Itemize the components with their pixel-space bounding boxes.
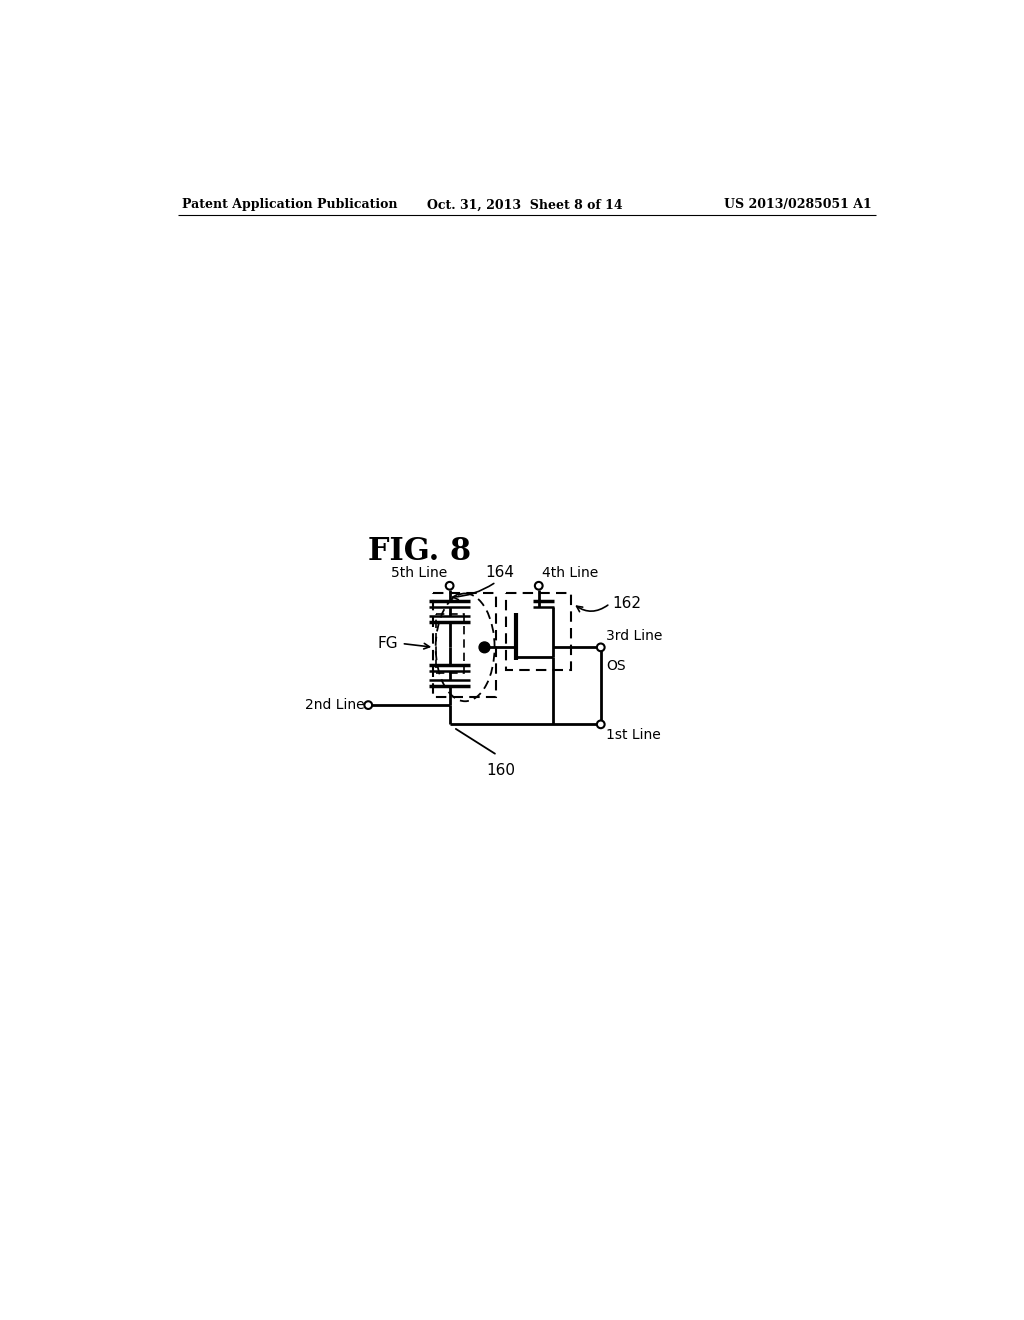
- Text: 2nd Line: 2nd Line: [305, 698, 365, 711]
- Text: Oct. 31, 2013  Sheet 8 of 14: Oct. 31, 2013 Sheet 8 of 14: [427, 198, 623, 211]
- Text: FIG. 8: FIG. 8: [369, 536, 471, 566]
- Circle shape: [535, 582, 543, 590]
- Text: 162: 162: [612, 595, 641, 611]
- Text: 1st Line: 1st Line: [606, 729, 660, 742]
- Text: 5th Line: 5th Line: [391, 566, 447, 581]
- Text: OS: OS: [606, 659, 626, 673]
- Circle shape: [365, 701, 372, 709]
- Text: Patent Application Publication: Patent Application Publication: [182, 198, 397, 211]
- Circle shape: [479, 642, 489, 653]
- Circle shape: [597, 721, 604, 729]
- Text: FG: FG: [377, 636, 397, 651]
- Text: 4th Line: 4th Line: [542, 566, 598, 581]
- Bar: [432, 594, 496, 697]
- Bar: [506, 594, 571, 671]
- Text: 3rd Line: 3rd Line: [606, 628, 663, 643]
- Text: 160: 160: [486, 763, 516, 777]
- Text: 164: 164: [485, 565, 514, 581]
- Circle shape: [597, 644, 604, 651]
- Bar: [435, 614, 464, 673]
- Circle shape: [445, 582, 454, 590]
- Text: US 2013/0285051 A1: US 2013/0285051 A1: [724, 198, 872, 211]
